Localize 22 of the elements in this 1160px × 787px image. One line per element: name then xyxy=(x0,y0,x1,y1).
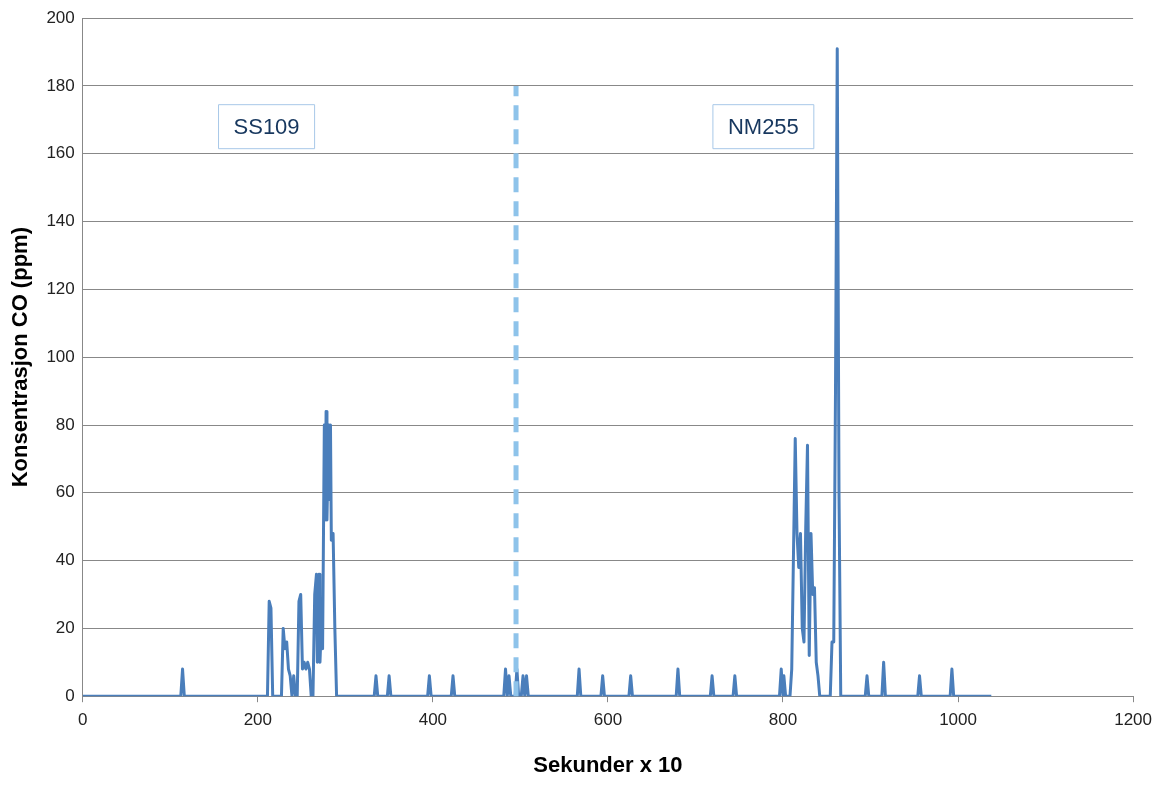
annotation: NM255 xyxy=(727,113,799,139)
y-tick-label: 80 xyxy=(55,414,75,434)
y-tick-label: 20 xyxy=(55,618,75,638)
y-tick-label: 180 xyxy=(46,75,75,95)
y-tick-label: 40 xyxy=(55,550,75,570)
annotation: SS109 xyxy=(233,113,300,139)
y-tick-label: 160 xyxy=(46,143,75,163)
y-tick-label: 100 xyxy=(46,346,75,366)
y-tick-label: 120 xyxy=(46,279,75,299)
x-tick-label: 1200 xyxy=(1114,710,1152,730)
x-axis-title: Sekunder x 10 xyxy=(533,751,683,777)
x-tick-label: 400 xyxy=(418,710,448,730)
x-tick-label: 0 xyxy=(78,710,88,730)
y-tick-label: 140 xyxy=(46,211,75,231)
y-tick-label: 200 xyxy=(46,7,75,27)
x-tick-label: 1000 xyxy=(939,710,977,730)
x-tick-label: 800 xyxy=(768,710,798,730)
y-axis-title: Konsentrasjon CO (ppm) xyxy=(7,227,33,488)
y-tick-label: 60 xyxy=(55,482,75,502)
y-tick-label: 0 xyxy=(65,685,75,705)
x-tick-label: 600 xyxy=(593,710,623,730)
x-tick-label: 200 xyxy=(243,710,273,730)
